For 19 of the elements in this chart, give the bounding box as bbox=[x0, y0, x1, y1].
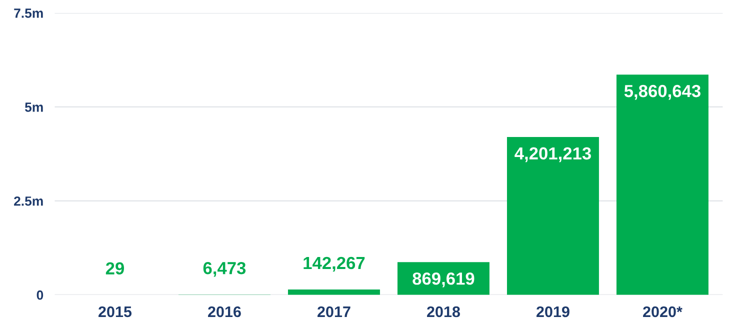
data-label: 29 bbox=[106, 262, 124, 274]
data-label: 6,473 bbox=[203, 262, 246, 277]
bar bbox=[506, 136, 599, 295]
y-tick-label: 5m bbox=[24, 102, 43, 112]
x-tick-label: 2018 bbox=[427, 306, 460, 318]
y-tick-label: 0 bbox=[36, 290, 44, 300]
x-tick-label: 2016 bbox=[208, 306, 241, 318]
x-tick-label: 2019 bbox=[536, 306, 570, 318]
data-label: 869,619 bbox=[412, 272, 474, 288]
data-label: 5,860,643 bbox=[624, 84, 700, 100]
x-tick-label: 2020* bbox=[643, 306, 682, 318]
bar bbox=[616, 74, 708, 295]
data-label: 4,201,213 bbox=[514, 147, 591, 162]
x-tick-label: 2015 bbox=[98, 306, 132, 318]
data-label: 142,267 bbox=[304, 256, 365, 272]
y-tick-label: 2.5m bbox=[14, 196, 43, 206]
x-tick-label: 2017 bbox=[318, 306, 350, 318]
y-tick-label: 7.5m bbox=[14, 8, 43, 18]
bar bbox=[288, 289, 380, 295]
